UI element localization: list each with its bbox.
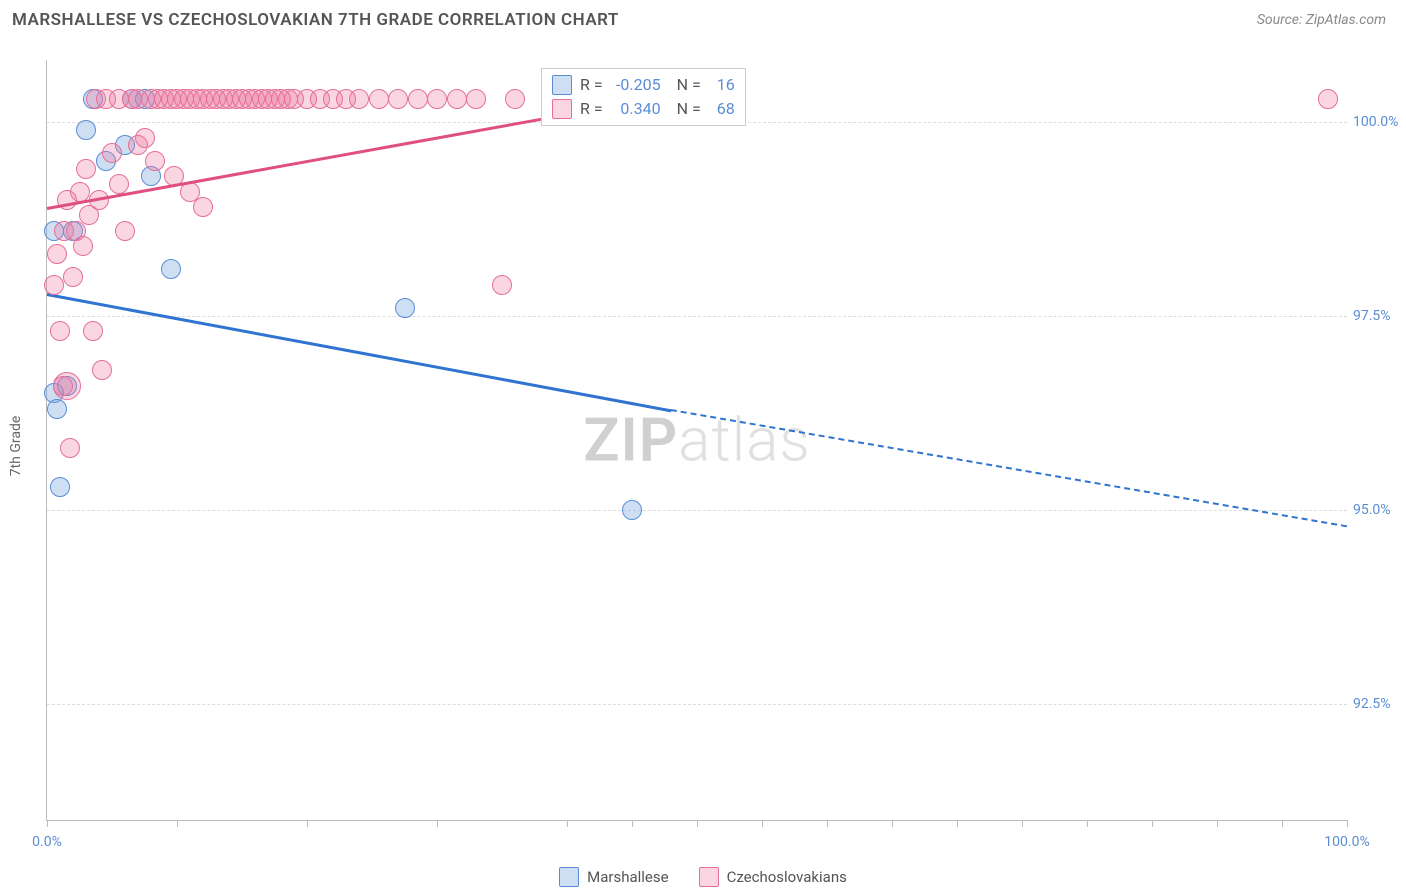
data-point bbox=[388, 89, 408, 109]
data-point bbox=[73, 236, 93, 256]
data-point bbox=[505, 89, 525, 109]
x-tick-label: 100.0% bbox=[1324, 834, 1369, 850]
chart-title: MARSHALLESE VS CZECHOSLOVAKIAN 7TH GRADE… bbox=[12, 10, 619, 30]
legend-swatch bbox=[699, 867, 719, 887]
trend-line bbox=[47, 293, 671, 412]
x-tick bbox=[1022, 820, 1023, 827]
data-point bbox=[50, 477, 70, 497]
data-point bbox=[60, 438, 80, 458]
data-point bbox=[492, 275, 512, 295]
x-tick bbox=[1152, 820, 1153, 827]
source-attribution: Source: ZipAtlas.com bbox=[1257, 12, 1386, 28]
legend-item: Marshallese bbox=[559, 867, 668, 887]
data-point bbox=[102, 143, 122, 163]
x-tick bbox=[567, 820, 568, 827]
x-tick bbox=[1347, 820, 1348, 827]
legend-label: Marshallese bbox=[587, 868, 668, 886]
x-tick bbox=[437, 820, 438, 827]
n-label: N = bbox=[677, 97, 701, 121]
data-point bbox=[109, 174, 129, 194]
legend-swatch bbox=[552, 75, 572, 95]
data-point bbox=[76, 120, 96, 140]
data-point bbox=[92, 360, 112, 380]
y-tick-label: 95.0% bbox=[1353, 502, 1405, 518]
data-point bbox=[193, 197, 213, 217]
data-point bbox=[447, 89, 467, 109]
x-tick bbox=[177, 820, 178, 827]
data-point bbox=[145, 151, 165, 171]
data-point bbox=[53, 372, 81, 400]
x-tick bbox=[827, 820, 828, 827]
data-point bbox=[44, 275, 64, 295]
data-point bbox=[427, 89, 447, 109]
x-tick bbox=[307, 820, 308, 827]
x-tick bbox=[1087, 820, 1088, 827]
x-tick-label: 0.0% bbox=[32, 834, 62, 850]
legend: Marshallese Czechoslovakians bbox=[0, 867, 1406, 887]
n-value: 16 bbox=[709, 73, 735, 97]
legend-item: Czechoslovakians bbox=[699, 867, 847, 887]
plot-area: ZIPatlas 92.5%95.0%97.5%100.0%0.0%100.0%… bbox=[46, 60, 1347, 821]
data-point bbox=[50, 321, 70, 341]
stats-row: R = -0.205 N = 16 bbox=[552, 73, 735, 97]
data-point bbox=[63, 267, 83, 287]
data-point bbox=[115, 221, 135, 241]
y-tick-label: 97.5% bbox=[1353, 308, 1405, 324]
gridline bbox=[47, 704, 1347, 705]
x-tick bbox=[632, 820, 633, 827]
r-label: R = bbox=[580, 73, 603, 97]
data-point bbox=[622, 500, 642, 520]
data-point bbox=[466, 89, 486, 109]
legend-swatch bbox=[559, 867, 579, 887]
stats-row: R = 0.340 N = 68 bbox=[552, 97, 735, 121]
r-value: 0.340 bbox=[611, 97, 661, 121]
data-point bbox=[369, 89, 389, 109]
y-tick-label: 92.5% bbox=[1353, 696, 1405, 712]
x-tick bbox=[697, 820, 698, 827]
x-tick bbox=[762, 820, 763, 827]
legend-label: Czechoslovakians bbox=[727, 868, 847, 886]
data-point bbox=[161, 259, 181, 279]
x-tick bbox=[1282, 820, 1283, 827]
data-point bbox=[408, 89, 428, 109]
y-tick-label: 100.0% bbox=[1353, 114, 1405, 130]
gridline bbox=[47, 316, 1347, 317]
data-point bbox=[135, 128, 155, 148]
stats-legend: R = -0.205 N = 16 R = 0.340 N = 68 bbox=[541, 68, 746, 126]
data-point bbox=[1318, 89, 1338, 109]
data-point bbox=[83, 321, 103, 341]
gridline bbox=[47, 510, 1347, 511]
n-label: N = bbox=[677, 73, 701, 97]
data-point bbox=[76, 159, 96, 179]
x-tick bbox=[892, 820, 893, 827]
data-point bbox=[47, 244, 67, 264]
trend-line bbox=[47, 118, 541, 210]
data-point bbox=[47, 399, 67, 419]
data-point bbox=[395, 298, 415, 318]
r-value: -0.205 bbox=[611, 73, 661, 97]
n-value: 68 bbox=[709, 97, 735, 121]
y-axis-label: 7th Grade bbox=[8, 416, 24, 477]
x-tick bbox=[47, 820, 48, 827]
legend-swatch bbox=[552, 99, 572, 119]
r-label: R = bbox=[580, 97, 603, 121]
x-tick bbox=[957, 820, 958, 827]
data-point bbox=[349, 89, 369, 109]
x-tick bbox=[1217, 820, 1218, 827]
